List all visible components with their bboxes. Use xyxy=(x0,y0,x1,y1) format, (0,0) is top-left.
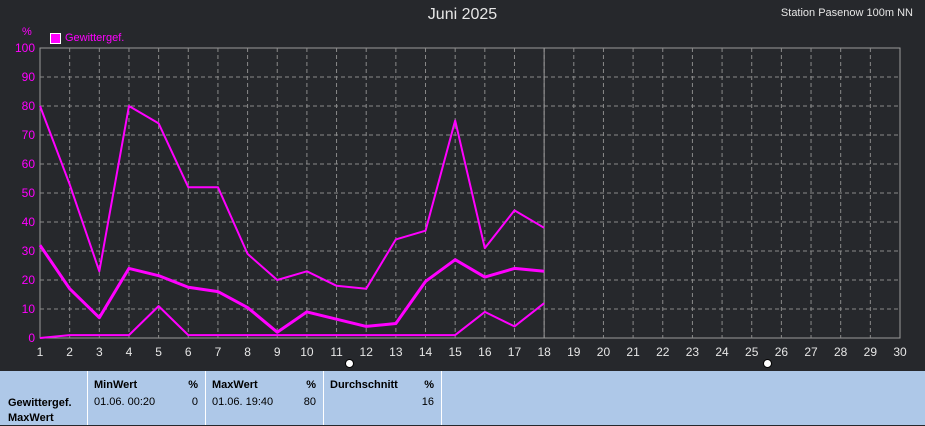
series-line xyxy=(39,105,545,290)
x-tick-label: 20 xyxy=(597,345,611,359)
y-tick-label: 40 xyxy=(22,215,36,229)
col-unit: % xyxy=(424,379,434,391)
x-tick-label: 4 xyxy=(126,345,133,359)
stats-row-label-cell: Gewittergef. MaxWert xyxy=(0,371,88,425)
stats-col-avg: Durchschnitt % 16 xyxy=(324,371,442,425)
col-timestamp: 01.06. 00:20 xyxy=(94,396,156,408)
legend: Gewittergef. xyxy=(50,32,124,44)
series-line xyxy=(38,244,545,334)
x-tick-label: 15 xyxy=(448,345,462,359)
col-unit: % xyxy=(306,379,316,391)
x-tick-label: 29 xyxy=(864,345,878,359)
y-tick-label: 100 xyxy=(15,41,35,55)
legend-swatch xyxy=(50,32,61,44)
x-tick-label: 30 xyxy=(893,345,907,359)
x-tick-label: 3 xyxy=(96,345,103,359)
y-tick-label: 0 xyxy=(28,331,35,345)
x-tick-label: 19 xyxy=(567,345,581,359)
x-tick-label: 27 xyxy=(804,345,818,359)
y-tick-label: 60 xyxy=(22,157,36,171)
x-tick-label: 23 xyxy=(686,345,700,359)
y-tick-label: 70 xyxy=(22,128,36,142)
stats-row-label: Gewittergef. MaxWert xyxy=(8,396,72,426)
x-tick-label: 5 xyxy=(155,345,162,359)
x-tick-label: 6 xyxy=(185,345,192,359)
col-timestamp: 01.06. 19:40 xyxy=(212,396,274,408)
x-tick-label: 22 xyxy=(656,345,670,359)
y-axis-unit: % xyxy=(22,26,32,38)
y-tick-label: 10 xyxy=(22,302,36,316)
col-value: 0 xyxy=(191,396,198,408)
x-tick-label: 8 xyxy=(244,345,251,359)
legend-label: Gewittergef. xyxy=(65,32,125,44)
col-unit: % xyxy=(188,379,198,391)
x-tick-label: 2 xyxy=(66,345,73,359)
x-tick-label: 12 xyxy=(360,345,374,359)
x-tick-label: 9 xyxy=(274,345,281,359)
x-tick-label: 24 xyxy=(715,345,729,359)
y-tick-label: 90 xyxy=(22,70,36,84)
row-label-line1: Gewittergef. xyxy=(8,397,72,409)
station-label: Station Pasenow 100m NN xyxy=(780,7,913,19)
full-moon-icon xyxy=(345,359,354,368)
x-tick-label: 26 xyxy=(775,345,789,359)
y-tick-label: 30 xyxy=(22,244,36,258)
x-tick-label: 7 xyxy=(215,345,222,359)
x-tick-label: 16 xyxy=(478,345,492,359)
col-header: MinWert xyxy=(94,379,138,391)
col-value: 16 xyxy=(421,396,434,408)
stats-col-min: MinWert % 01.06. 00:20 0 xyxy=(88,371,206,425)
series-line xyxy=(39,302,545,339)
x-tick-label: 28 xyxy=(834,345,848,359)
x-tick-label: 18 xyxy=(537,345,551,359)
chart-title: Juni 2025 xyxy=(427,6,498,23)
col-value: 80 xyxy=(303,396,316,408)
y-tick-label: 20 xyxy=(22,273,36,287)
x-tick-label: 14 xyxy=(419,345,433,359)
x-tick-label: 11 xyxy=(330,345,343,359)
y-tick-label: 80 xyxy=(22,99,36,113)
stats-col-max: MaxWert % 01.06. 19:40 80 xyxy=(206,371,324,425)
x-tick-label: 21 xyxy=(626,345,640,359)
col-header: MaxWert xyxy=(212,379,258,391)
stats-panel: Gewittergef. MaxWert MinWert % 01.06. 00… xyxy=(0,371,925,425)
x-tick-label: 10 xyxy=(300,345,314,359)
new-moon-icon xyxy=(763,359,772,368)
y-tick-label: 50 xyxy=(22,186,36,200)
x-tick-label: 13 xyxy=(389,345,403,359)
row-label-line2: MaxWert xyxy=(8,412,54,424)
col-header: Durchschnitt xyxy=(330,379,398,391)
x-tick-label: 25 xyxy=(745,345,759,359)
x-tick-label: 1 xyxy=(37,345,44,359)
x-tick-label: 17 xyxy=(508,345,522,359)
